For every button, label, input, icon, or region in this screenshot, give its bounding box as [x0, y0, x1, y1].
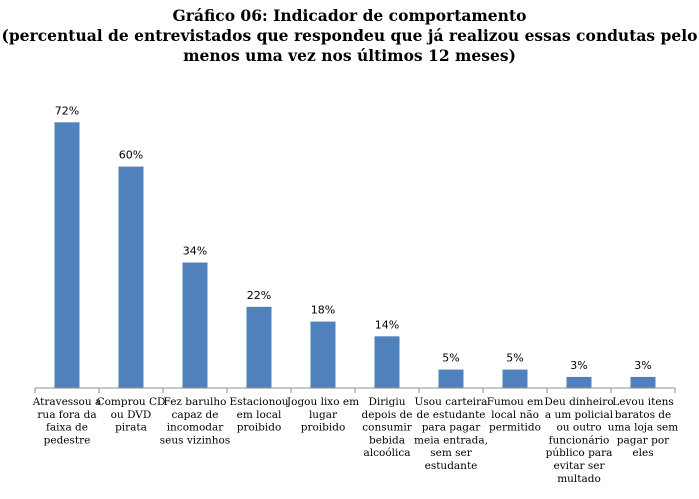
category-label-line: de estudante — [416, 409, 485, 421]
category-label-line: alcoólica — [364, 447, 411, 459]
value-label: 18% — [311, 304, 335, 317]
bar — [374, 336, 400, 388]
category-label-line: local não — [491, 409, 539, 421]
bar — [182, 262, 208, 388]
category-label-line: consumir — [362, 422, 412, 434]
bar — [502, 369, 528, 388]
category-label-line: Jogou lixo em — [286, 396, 359, 408]
value-label: 72% — [55, 104, 79, 117]
category-labels-group: Atravessou a rua fora da faixa de pedestreC… — [32, 396, 678, 485]
category-label-line: proibido — [301, 422, 346, 434]
category-label-line: baratos de — [615, 409, 671, 421]
category-label-line: Fez barulho — [164, 396, 227, 408]
category-label-line: ou DVD — [111, 409, 152, 421]
category-label-line: Estacionou — [230, 396, 289, 408]
value-label: 5% — [442, 352, 459, 365]
bar — [246, 306, 272, 388]
category-label-line: ou outro — [556, 422, 601, 434]
category-label-line: seus vizinhos — [160, 434, 231, 446]
category-label-line: pedestre — [44, 434, 91, 446]
bar — [118, 166, 144, 388]
category-label-line: em local — [237, 409, 282, 421]
category-label-line: Usou carteira — [415, 396, 488, 408]
bars-group — [54, 122, 656, 388]
value-labels-group: 72% 60% 34% 22% 18% 14% 5% 5% 3% 3% — [55, 104, 652, 372]
category-label-line: Dirigiu — [369, 396, 406, 408]
category-label-line: multado — [557, 473, 601, 485]
category-label-line: rua fora da — [37, 409, 96, 421]
category-label-line: incomodar — [167, 422, 225, 434]
category-label-line: Deu dinheiro — [544, 396, 613, 408]
value-label: 5% — [506, 352, 523, 365]
category-label-line: depois de — [362, 409, 413, 421]
category-label-line: pirata — [115, 422, 147, 434]
category-label: Comprou CD ou DVD pirata — [97, 396, 166, 434]
chart-subtitle-line-2: menos uma vez nos últimos 12 meses) — [183, 46, 516, 65]
category-label: Fumou em local não permitido — [487, 396, 544, 434]
category-label-line: meia entrada, — [414, 434, 488, 446]
value-label: 3% — [634, 359, 651, 372]
value-label: 14% — [375, 318, 399, 331]
value-label: 34% — [183, 245, 207, 258]
category-label-line: permitido — [489, 422, 541, 434]
bar — [630, 376, 656, 388]
category-label-line: estudante — [425, 460, 478, 472]
bar — [54, 122, 80, 388]
category-label: Fez barulho capaz de incomodar seus vizinho… — [160, 396, 231, 446]
category-label-line: uma loja sem — [608, 422, 678, 434]
bar — [310, 321, 336, 388]
category-label-line: lugar — [309, 409, 338, 421]
category-label-line: Levou itens — [612, 396, 673, 408]
category-label-line: capaz de — [172, 409, 219, 421]
category-label: Atravessou a rua fora da faixa de pedestre — [32, 396, 102, 446]
category-label: Usou carteira de estudante para pagar meia … — [414, 396, 488, 472]
value-label: 22% — [247, 289, 271, 302]
bar — [566, 376, 592, 388]
category-label: Deu dinheiro a um policial ou outro funcion… — [544, 396, 613, 485]
category-label: Estacionou em local proibido — [230, 396, 289, 434]
category-label-line: Fumou em — [487, 396, 544, 408]
x-axis-ticks — [34, 388, 676, 393]
category-label-line: faixa de — [46, 422, 88, 434]
category-label-line: bebida — [369, 434, 405, 446]
category-label: Levou itens baratos de uma loja sem pagar p… — [608, 396, 678, 459]
category-label-line: proibido — [237, 422, 282, 434]
category-label-line: funcionário — [549, 434, 610, 446]
category-label-line: Atravessou a — [32, 396, 102, 408]
category-label-line: pagar por — [617, 434, 670, 446]
category-label: Jogou lixo em lugar proibido — [286, 396, 359, 434]
category-label-line: sem ser — [430, 447, 472, 459]
category-label-line: eles — [632, 447, 653, 459]
value-label: 3% — [570, 359, 587, 372]
category-label-line: público para — [546, 447, 613, 459]
chart-title-block: Gráfico 06: Indicador de comportamento (… — [0, 6, 699, 66]
chart-subtitle-line-1: (percentual de entrevistados que respond… — [1, 26, 698, 45]
category-label-line: a um policial — [545, 409, 614, 421]
category-label: Dirigiu depois de consumir bebida alcoólica — [362, 396, 413, 459]
category-label-line: para pagar — [422, 422, 482, 434]
bar — [438, 369, 464, 388]
category-label-line: evitar ser — [554, 460, 606, 472]
chart-title: Gráfico 06: Indicador de comportamento — [172, 6, 527, 25]
category-label-line: Comprou CD — [97, 396, 166, 408]
value-label: 60% — [119, 149, 143, 162]
